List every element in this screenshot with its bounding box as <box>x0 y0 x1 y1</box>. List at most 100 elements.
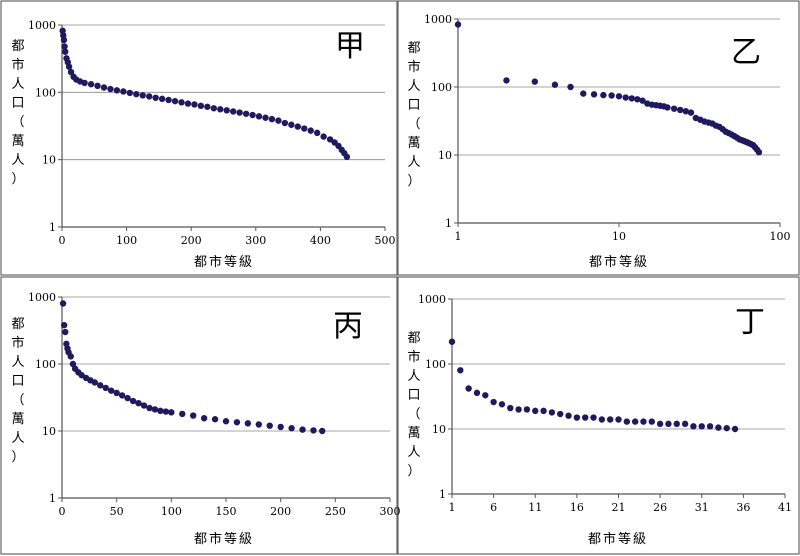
data-point <box>639 97 646 104</box>
data-point <box>277 423 284 431</box>
data-point <box>498 401 506 408</box>
y-tick-label: 100 <box>425 358 446 371</box>
data-point <box>532 407 539 415</box>
data-point <box>706 423 714 430</box>
x-tick-label: 400 <box>310 234 331 247</box>
data-point <box>473 389 481 397</box>
data-point <box>515 406 522 413</box>
y-tick-label: 1 <box>445 217 452 230</box>
data-point <box>288 425 295 432</box>
data-point <box>715 424 722 431</box>
data-point <box>565 412 572 419</box>
data-point <box>157 407 164 415</box>
data-point <box>94 82 101 90</box>
data-point <box>523 406 531 413</box>
data-point <box>126 89 134 97</box>
data-point <box>301 125 308 132</box>
panel-frame-bing <box>0 276 398 555</box>
data-point <box>129 397 137 405</box>
data-point <box>262 114 269 121</box>
data-point <box>152 94 159 101</box>
data-point <box>87 81 95 88</box>
data-point <box>648 418 655 425</box>
data-point <box>67 353 74 360</box>
data-point <box>670 105 678 112</box>
y-tick-label: 1000 <box>424 13 452 26</box>
data-point <box>615 416 622 423</box>
data-point <box>242 110 250 117</box>
data-point <box>62 328 69 336</box>
x-tick-label: 26 <box>653 501 667 514</box>
data-point <box>622 94 629 101</box>
data-point <box>120 88 127 95</box>
data-point <box>60 36 68 44</box>
data-point <box>294 123 301 130</box>
data-point <box>165 96 172 104</box>
data-point <box>723 424 730 432</box>
data-point <box>623 418 631 425</box>
data-point <box>223 107 230 114</box>
data-point <box>567 83 574 91</box>
data-point <box>229 108 237 115</box>
data-point <box>113 389 120 397</box>
data-point <box>210 105 218 112</box>
y-axis-label: 都市人口（萬人） <box>11 317 24 465</box>
data-point <box>482 392 489 399</box>
data-point <box>600 91 607 99</box>
data-point <box>673 420 680 428</box>
x-tick-label: 0 <box>59 505 66 518</box>
data-point <box>191 101 198 108</box>
data-point <box>288 121 295 128</box>
x-tick-label: 1 <box>455 230 462 243</box>
data-point <box>146 93 153 100</box>
data-point <box>133 90 140 98</box>
x-tick-label: 21 <box>612 501 626 514</box>
data-point <box>557 410 564 418</box>
y-tick-label: 1 <box>49 221 56 234</box>
y-tick-label: 10 <box>438 149 452 162</box>
y-tick-label: 10 <box>42 154 56 167</box>
data-point <box>244 420 252 427</box>
data-point <box>255 421 262 428</box>
data-point <box>178 99 185 106</box>
data-point <box>108 387 115 394</box>
x-axis-label: 都市等級 <box>588 531 648 547</box>
y-tick-label: 100 <box>35 358 56 371</box>
data-point <box>299 426 306 433</box>
data-point <box>687 109 695 116</box>
x-tick-label: 200 <box>181 234 202 247</box>
data-point <box>490 398 497 406</box>
data-point <box>124 394 131 402</box>
data-point <box>731 425 739 433</box>
data-point <box>755 148 763 156</box>
data-point <box>107 85 114 93</box>
data-point <box>266 422 273 429</box>
data-point <box>634 96 641 103</box>
data-point <box>531 78 539 85</box>
data-point <box>135 399 142 407</box>
data-point <box>281 119 289 127</box>
data-point <box>184 100 192 107</box>
data-point <box>310 427 317 434</box>
data-point <box>664 104 671 111</box>
x-tick-label: 150 <box>216 505 237 518</box>
x-tick-label: 200 <box>270 505 291 518</box>
data-point <box>236 109 243 116</box>
chart-title: 丙 <box>333 309 363 344</box>
x-tick-label: 300 <box>380 505 401 518</box>
x-tick-label: 41 <box>778 501 792 514</box>
x-axis-label: 都市等級 <box>194 254 254 270</box>
data-point <box>307 127 314 134</box>
x-tick-label: 16 <box>570 501 584 514</box>
x-tick-label: 250 <box>325 505 346 518</box>
y-tick-label: 10 <box>432 423 446 436</box>
chart-title: 乙 <box>731 35 761 70</box>
data-point <box>113 87 121 94</box>
y-axis-label: 都市人口（萬人） <box>407 331 420 479</box>
data-point <box>320 133 327 140</box>
y-tick-label: 1 <box>49 492 56 505</box>
